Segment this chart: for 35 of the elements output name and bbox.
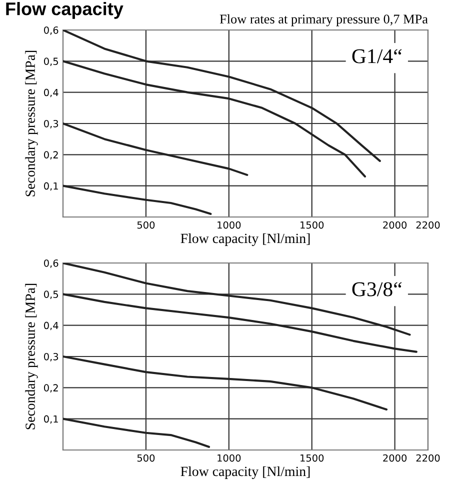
x-tick-label: 500 xyxy=(137,454,155,462)
line-series xyxy=(63,184,212,215)
line-series xyxy=(63,263,411,336)
y-tick-label: 0,6 xyxy=(44,259,58,268)
x-tick-label: 1000 xyxy=(218,454,241,462)
x-axis-title: Flow capacity [Nl/min] xyxy=(180,233,310,246)
y-tick-label: 0,1 xyxy=(44,415,58,424)
annotation: G1/4“ xyxy=(352,49,402,64)
x-tick-label: 1500 xyxy=(300,454,324,462)
x-tick-label: 2000 xyxy=(383,221,407,229)
chart-subtitle: Flow rates at primary pressure 0,7 MPa xyxy=(220,14,428,26)
x-tick-label: 2200 xyxy=(416,221,440,229)
y-tick-label: 0,3 xyxy=(44,120,58,128)
x-tick-label: 1500 xyxy=(300,221,324,229)
line-series xyxy=(63,355,388,411)
x-tick-label: 2000 xyxy=(383,454,407,462)
y-tick-label: 0,4 xyxy=(44,88,58,98)
y-tick-label: 0,6 xyxy=(44,26,58,35)
line-series xyxy=(63,418,210,448)
y-tick-label: 0,5 xyxy=(44,290,58,299)
y-tick-label: 0,5 xyxy=(44,58,58,66)
x-tick-label: 1000 xyxy=(218,221,241,229)
y-axis-title: Secondary pressure [MPa] xyxy=(25,50,38,196)
y-tick-label: 0,2 xyxy=(44,151,58,160)
x-tick-label: 500 xyxy=(137,221,155,229)
y-tick-label: 0,4 xyxy=(44,322,58,330)
y-tick-label: 0,3 xyxy=(44,352,58,362)
y-axis-title: Secondary pressure [MPa] xyxy=(25,284,38,430)
line-series xyxy=(63,122,248,176)
chart-title: Flow capacity xyxy=(6,2,124,19)
annotation: G3/8“ xyxy=(352,282,402,296)
y-tick-label: 0,1 xyxy=(44,182,58,191)
y-tick-label: 0,2 xyxy=(44,384,58,392)
x-tick-label: 2200 xyxy=(416,454,440,462)
x-axis-title: Flow capacity [Nl/min] xyxy=(180,466,310,479)
